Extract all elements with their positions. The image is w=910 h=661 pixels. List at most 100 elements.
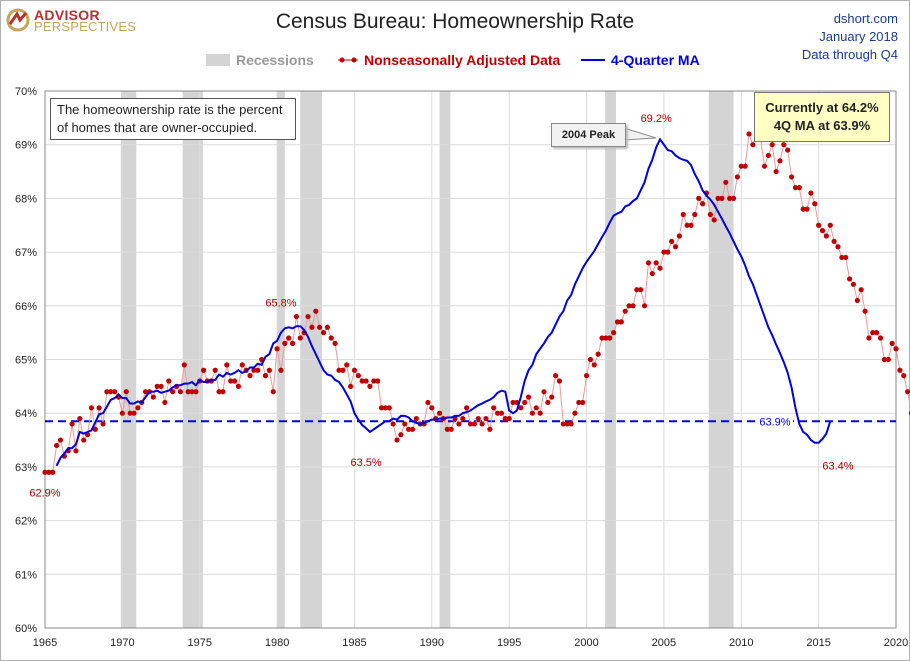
nsa-data-point: [297, 335, 303, 341]
ma-series-line: [55, 137, 832, 467]
nsa-data-point: [711, 217, 717, 223]
nsa-data-point: [816, 222, 822, 228]
nsa-data-point: [827, 222, 833, 228]
nsa-data-point: [158, 383, 164, 389]
nsa-data-point: [634, 287, 640, 293]
nsa-data-point: [464, 405, 470, 411]
nsa-data-point: [630, 303, 636, 309]
nsa-data-point: [769, 142, 775, 148]
nsa-data-point: [765, 152, 771, 159]
logo-text-bottom: PERSPECTIVES: [34, 19, 137, 34]
nsa-data-point: [266, 367, 272, 373]
nsa-data-point: [494, 410, 501, 416]
nsa-data-point: [228, 378, 234, 384]
nsa-data-point: [212, 367, 218, 373]
reference-label-backing: [757, 414, 793, 429]
nsa-data-point: [583, 373, 590, 379]
data-label: 65.8%: [265, 298, 296, 310]
nsa-data-point: [785, 147, 791, 153]
nsa-data-point: [324, 324, 330, 330]
nsa-data-point: [131, 410, 137, 416]
nsa-data-point: [522, 399, 528, 406]
nsa-data-point: [804, 206, 810, 212]
x-tick-label: 1985: [342, 637, 366, 649]
nsa-data-point: [533, 405, 539, 411]
legend-label-ma: 4-Quarter MA: [611, 52, 700, 68]
data-label: 63.4%: [822, 460, 853, 472]
nsa-data-point: [448, 426, 454, 432]
nsa-data-point: [831, 238, 837, 244]
nsa-data-point: [877, 335, 884, 341]
nsa-data-point: [177, 389, 183, 395]
nsa-data-point: [781, 142, 787, 148]
nsa-data-point: [638, 287, 644, 293]
nsa-data-point: [545, 399, 551, 406]
data-label: 63.5%: [350, 457, 381, 469]
nsa-data-point: [471, 421, 477, 427]
nsa-data-point: [162, 399, 168, 406]
nsa-data-point: [738, 163, 744, 169]
nsa-data-point: [96, 405, 102, 411]
nsa-data-point: [475, 415, 481, 422]
nsa-data-point: [641, 303, 648, 309]
y-tick-label: 68%: [15, 193, 37, 205]
x-tick-label: 1995: [497, 637, 521, 649]
y-tick-label: 65%: [15, 355, 37, 367]
nsa-data-point: [251, 367, 257, 373]
nsa-data-point: [340, 367, 346, 373]
nsa-data-point: [166, 378, 172, 384]
nsa-data-point: [200, 367, 207, 373]
nsa-data-point: [235, 383, 242, 389]
nsa-data-point: [224, 362, 230, 368]
x-tick-label: 2000: [574, 637, 598, 649]
nsa-data-point: [572, 410, 578, 416]
description-note: The homeownership rate is the percent of…: [50, 98, 296, 140]
nsa-data-point: [723, 179, 729, 185]
nsa-data-point: [402, 421, 408, 427]
nsa-data-point: [150, 394, 156, 400]
nsa-data-point: [344, 362, 350, 368]
nsa-data-point: [359, 378, 365, 384]
nsa-data-point: [800, 206, 806, 212]
nsa-data-point: [773, 168, 779, 175]
nsa-data-point: [262, 373, 269, 379]
legend-item-ma: 4-Quarter MA: [581, 52, 700, 68]
nsa-data-point: [54, 442, 60, 449]
nsa-data-point: [502, 415, 508, 422]
nsa-data-point: [750, 142, 756, 148]
nsa-data-point: [901, 373, 907, 379]
x-tick-label: 1975: [187, 637, 211, 649]
nsa-data-point: [479, 421, 485, 427]
nsa-data-point: [699, 201, 706, 207]
nsa-data-point: [73, 448, 79, 454]
nsa-data-point: [661, 249, 667, 255]
nsa-data-point: [529, 410, 535, 416]
nsa-data-point: [50, 469, 56, 475]
nsa-data-point: [510, 399, 516, 406]
x-tick-label: 1970: [110, 637, 134, 649]
peak-callout: 2004 Peak: [551, 123, 626, 147]
nsa-data-point: [69, 421, 75, 427]
nsa-data-point: [819, 228, 826, 234]
nsa-data-point: [761, 163, 768, 169]
nsa-data-point: [332, 340, 338, 346]
nsa-data-point: [858, 287, 864, 293]
nsa-data-point: [112, 389, 118, 395]
nsa-data-point: [81, 437, 87, 443]
legend-item-nsa: Nonseasonally Adjusted Data: [338, 52, 560, 68]
nsa-data-point: [185, 389, 191, 395]
data-label: 69.2%: [641, 113, 672, 125]
chart-title: Census Bureau: Homeownership Rate: [275, 10, 635, 33]
x-tick-label: 1965: [33, 637, 57, 649]
nsa-data-point: [626, 303, 632, 309]
nsa-data-point: [289, 340, 296, 346]
nsa-data-point: [595, 351, 601, 357]
nsa-data-point: [874, 330, 880, 336]
nsa-data-point: [684, 222, 690, 228]
nsa-data-point: [564, 421, 570, 427]
nsa-data-point: [375, 378, 381, 384]
nsa-data-point: [614, 319, 621, 325]
nsa-data-point: [796, 185, 802, 191]
y-tick-label: 61%: [15, 569, 37, 581]
nsa-data-point: [282, 340, 288, 346]
